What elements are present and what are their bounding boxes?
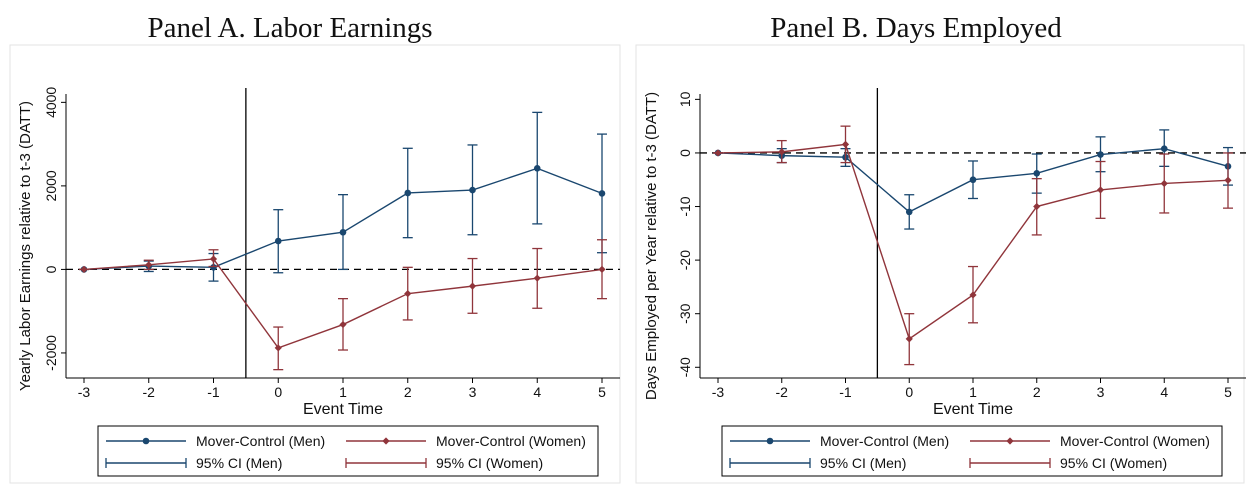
- legend-marker: [142, 437, 150, 445]
- data-point: [468, 282, 477, 290]
- legend-box: [721, 425, 1223, 477]
- y-tick-label: 0: [677, 149, 693, 157]
- y-tick-label: 0: [43, 265, 59, 273]
- panel-b-title: Panel B. Days Employed: [770, 12, 1062, 44]
- panel-a-title: Panel A. Labor Earnings: [147, 12, 433, 44]
- legend-marker: [382, 437, 390, 445]
- legend: Mover-Control (Men) Mover-Control (Women)…: [721, 425, 1223, 477]
- data-point: [905, 335, 913, 343]
- legend-label: 95% CI (Men): [820, 455, 906, 471]
- y-axis-label: Yearly Labor Earnings relative to t-3 (D…: [17, 101, 34, 391]
- legend-entry: Mover-Control (Men): [730, 433, 949, 449]
- series-women: [713, 125, 1233, 366]
- data-point: [533, 165, 541, 172]
- x-tick-label: 2: [404, 384, 412, 400]
- x-tick-label: 2: [1033, 384, 1041, 400]
- legend-entry: Mover-Control (Women): [346, 433, 586, 449]
- x-axis-label: Event Time: [303, 401, 383, 418]
- data-point: [714, 149, 722, 157]
- x-tick-label: 0: [274, 384, 282, 400]
- x-tick-label: -1: [839, 384, 852, 400]
- legend: Mover-Control (Men) Mover-Control (Women)…: [97, 425, 599, 477]
- y-tick-label: -2000: [43, 335, 59, 371]
- data-point: [1033, 202, 1041, 211]
- x-axis-label: Event Time: [933, 401, 1013, 418]
- x-tick-label: -2: [776, 384, 789, 400]
- series-men: [713, 129, 1233, 230]
- y-tick-label: -40: [677, 357, 693, 377]
- y-tick-label: 10: [677, 91, 693, 107]
- x-tick-label: 4: [1160, 384, 1168, 400]
- y-tick-label: 2000: [43, 170, 59, 201]
- legend-label: Mover-Control (Women): [436, 433, 586, 449]
- data-point: [598, 190, 606, 197]
- data-point: [598, 265, 606, 274]
- legend-marker: [766, 437, 774, 445]
- data-point: [339, 228, 347, 236]
- legend-entry: 95% CI (Men): [105, 455, 282, 471]
- data-point: [469, 186, 476, 194]
- x-tick-label: -2: [143, 384, 156, 400]
- legend-entry: Mover-Control (Women): [970, 433, 1210, 449]
- data-point: [969, 291, 977, 299]
- y-tick-label: -30: [677, 303, 693, 323]
- x-tick-label: 5: [598, 384, 606, 400]
- data-point: [339, 320, 347, 329]
- data-point: [533, 274, 541, 282]
- legend-marker: [1006, 437, 1014, 445]
- x-tick-label: 1: [339, 384, 347, 400]
- data-point: [1096, 186, 1105, 194]
- data-point: [841, 140, 850, 148]
- x-tick-label: 3: [469, 384, 477, 400]
- legend-label: Mover-Control (Men): [820, 433, 949, 449]
- legend-entry: Mover-Control (Men): [106, 433, 325, 449]
- legend-label: Mover-Control (Men): [196, 433, 325, 449]
- x-tick-label: 0: [905, 384, 913, 400]
- legend-label: Mover-Control (Women): [1060, 433, 1210, 449]
- data-point: [778, 148, 786, 156]
- y-tick-label: 4000: [43, 87, 59, 118]
- data-point: [145, 261, 153, 269]
- x-tick-label: -3: [78, 384, 91, 400]
- data-point: [404, 290, 412, 298]
- legend-label: 95% CI (Men): [196, 455, 282, 471]
- data-point: [1224, 176, 1232, 184]
- data-point: [1160, 179, 1168, 188]
- legend-label: 95% CI (Women): [1060, 455, 1167, 471]
- legend-box: [97, 425, 599, 477]
- x-tick-label: 5: [1224, 384, 1232, 400]
- data-point: [274, 237, 282, 245]
- legend-label: 95% CI (Women): [436, 455, 543, 471]
- legend-entry: 95% CI (Women): [969, 455, 1167, 471]
- x-tick-label: -3: [712, 384, 725, 400]
- data-point: [1160, 145, 1168, 152]
- data-point: [80, 265, 88, 274]
- data-point: [905, 208, 913, 216]
- panel-frame: [9, 44, 621, 484]
- x-tick-label: 4: [533, 384, 541, 400]
- data-point: [1097, 151, 1104, 158]
- panel-frame: [635, 44, 1245, 484]
- data-point: [209, 255, 218, 263]
- legend-entry: 95% CI (Women): [345, 455, 543, 471]
- series-women: [79, 239, 607, 371]
- legend-entry: 95% CI (Men): [729, 455, 906, 471]
- chart-panel-a: -2000 0 2000 4000 Yearly Labor Earnings rela…: [9, 44, 621, 484]
- y-tick-label: -20: [677, 250, 693, 270]
- series-men: [79, 111, 607, 282]
- data-point: [404, 189, 412, 197]
- data-point: [210, 264, 217, 271]
- y-axis-label: Days Employed per Year relative to t-3 (…: [643, 92, 660, 400]
- x-tick-label: 1: [969, 384, 977, 400]
- y-tick-label: -10: [677, 196, 693, 216]
- data-point: [969, 176, 977, 184]
- x-tick-label: -1: [207, 384, 220, 400]
- data-point: [274, 344, 282, 352]
- x-tick-label: 3: [1097, 384, 1105, 400]
- data-point: [1033, 170, 1041, 177]
